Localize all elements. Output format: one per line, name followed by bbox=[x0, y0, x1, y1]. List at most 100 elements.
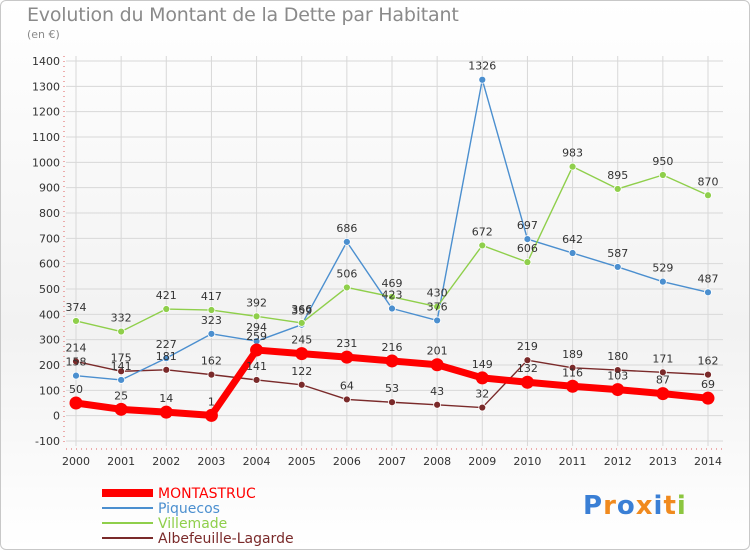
data-label: 122 bbox=[291, 365, 312, 378]
logo-letter: i bbox=[653, 491, 664, 521]
x-tick-label: 2000 bbox=[62, 455, 90, 468]
data-label: 417 bbox=[201, 290, 222, 303]
data-label: 25 bbox=[114, 389, 128, 402]
data-label: 64 bbox=[340, 379, 354, 392]
data-point bbox=[566, 379, 580, 393]
data-label: 1326 bbox=[468, 60, 496, 73]
data-label: 201 bbox=[427, 345, 448, 358]
data-label: 162 bbox=[698, 355, 719, 368]
data-label: 216 bbox=[382, 341, 403, 354]
proxiti-logo: Proxiti bbox=[583, 491, 687, 521]
y-tick-label: 400 bbox=[39, 308, 60, 321]
y-tick-label: 800 bbox=[39, 207, 60, 220]
data-label: 697 bbox=[517, 219, 538, 232]
x-tick-label: 2013 bbox=[649, 455, 677, 468]
data-point bbox=[207, 329, 216, 338]
data-point bbox=[252, 376, 261, 384]
x-tick-label: 2011 bbox=[559, 455, 587, 468]
data-point bbox=[252, 312, 261, 321]
x-tick-label: 2007 bbox=[378, 455, 406, 468]
x-tick-label: 2014 bbox=[694, 455, 722, 468]
data-label: 487 bbox=[698, 272, 719, 285]
data-label: 181 bbox=[156, 350, 177, 363]
data-point bbox=[114, 402, 128, 416]
data-label: 423 bbox=[382, 289, 403, 302]
data-point bbox=[159, 405, 173, 419]
x-tick-label: 2005 bbox=[288, 455, 316, 468]
x-tick-label: 2010 bbox=[513, 455, 541, 468]
data-point bbox=[520, 375, 534, 389]
data-label: 69 bbox=[701, 378, 715, 391]
data-label: 672 bbox=[472, 225, 493, 238]
data-label: 366 bbox=[291, 303, 312, 316]
data-point bbox=[295, 347, 309, 361]
data-point bbox=[72, 371, 80, 380]
data-label: 175 bbox=[111, 351, 132, 364]
data-point bbox=[658, 171, 667, 179]
data-point bbox=[433, 302, 442, 311]
x-tick-label: 2008 bbox=[423, 455, 451, 468]
data-point bbox=[613, 185, 622, 193]
data-point bbox=[162, 354, 171, 363]
data-label: 294 bbox=[246, 321, 267, 334]
data-point bbox=[388, 304, 396, 313]
y-tick-label: 700 bbox=[39, 232, 60, 245]
y-tick-label: 500 bbox=[39, 283, 60, 296]
data-point bbox=[342, 237, 351, 246]
data-point bbox=[72, 357, 80, 366]
data-label: 87 bbox=[656, 374, 670, 387]
data-label: 259 bbox=[246, 330, 267, 343]
data-label: 180 bbox=[607, 350, 628, 363]
data-label: 103 bbox=[607, 370, 628, 383]
data-label: 870 bbox=[698, 175, 719, 188]
data-label: 332 bbox=[111, 312, 132, 325]
data-label: 171 bbox=[652, 352, 673, 365]
logo-letter: x bbox=[635, 491, 654, 521]
data-point bbox=[340, 350, 354, 364]
legend-label: Villemade bbox=[158, 516, 227, 532]
axes: -100 0 100 200 300 400 500 600 700 800 900 1000 1100… bbox=[32, 55, 723, 468]
data-point bbox=[523, 235, 532, 243]
data-point bbox=[117, 327, 126, 336]
data-point bbox=[117, 367, 126, 376]
data-point bbox=[207, 306, 216, 314]
data-label: 642 bbox=[562, 233, 583, 246]
data-point bbox=[523, 356, 532, 365]
data-label: 323 bbox=[201, 314, 222, 327]
y-tick-label: 1400 bbox=[32, 55, 60, 68]
data-label: 529 bbox=[652, 262, 673, 275]
data-point bbox=[69, 396, 83, 410]
x-tick-label: 2001 bbox=[107, 455, 135, 468]
legend-label: Piquecos bbox=[158, 501, 220, 517]
legend: MONTASTRUCPiquecosVillemadeAlbefeuille-L… bbox=[102, 486, 294, 547]
data-point bbox=[568, 363, 577, 372]
data-label: 141 bbox=[246, 360, 267, 373]
data-label: 32 bbox=[475, 388, 489, 401]
data-label: 895 bbox=[607, 169, 628, 182]
x-tick-label: 2004 bbox=[243, 455, 271, 468]
data-point bbox=[611, 383, 625, 397]
data-point bbox=[613, 263, 622, 271]
data-point bbox=[704, 288, 712, 297]
data-label: 245 bbox=[291, 334, 312, 347]
data-label: 116 bbox=[562, 366, 583, 379]
data-label: 189 bbox=[562, 348, 583, 361]
x-tick-label: 2006 bbox=[333, 455, 361, 468]
data-label: 219 bbox=[517, 340, 538, 353]
data-label: 227 bbox=[156, 338, 177, 351]
data-point bbox=[475, 371, 489, 385]
data-point bbox=[704, 370, 712, 379]
data-label: 374 bbox=[66, 301, 87, 314]
data-label: 231 bbox=[336, 337, 357, 350]
data-label: 359 bbox=[291, 305, 312, 318]
data-label: 149 bbox=[472, 358, 493, 371]
y-tick-label: 1200 bbox=[32, 106, 60, 119]
x-tick-label: 2009 bbox=[468, 455, 496, 468]
data-label: 421 bbox=[156, 289, 177, 302]
data-label: 983 bbox=[562, 147, 583, 160]
y-tick-label: 1100 bbox=[32, 131, 60, 144]
legend-label: Albefeuille-Lagarde bbox=[158, 531, 294, 547]
